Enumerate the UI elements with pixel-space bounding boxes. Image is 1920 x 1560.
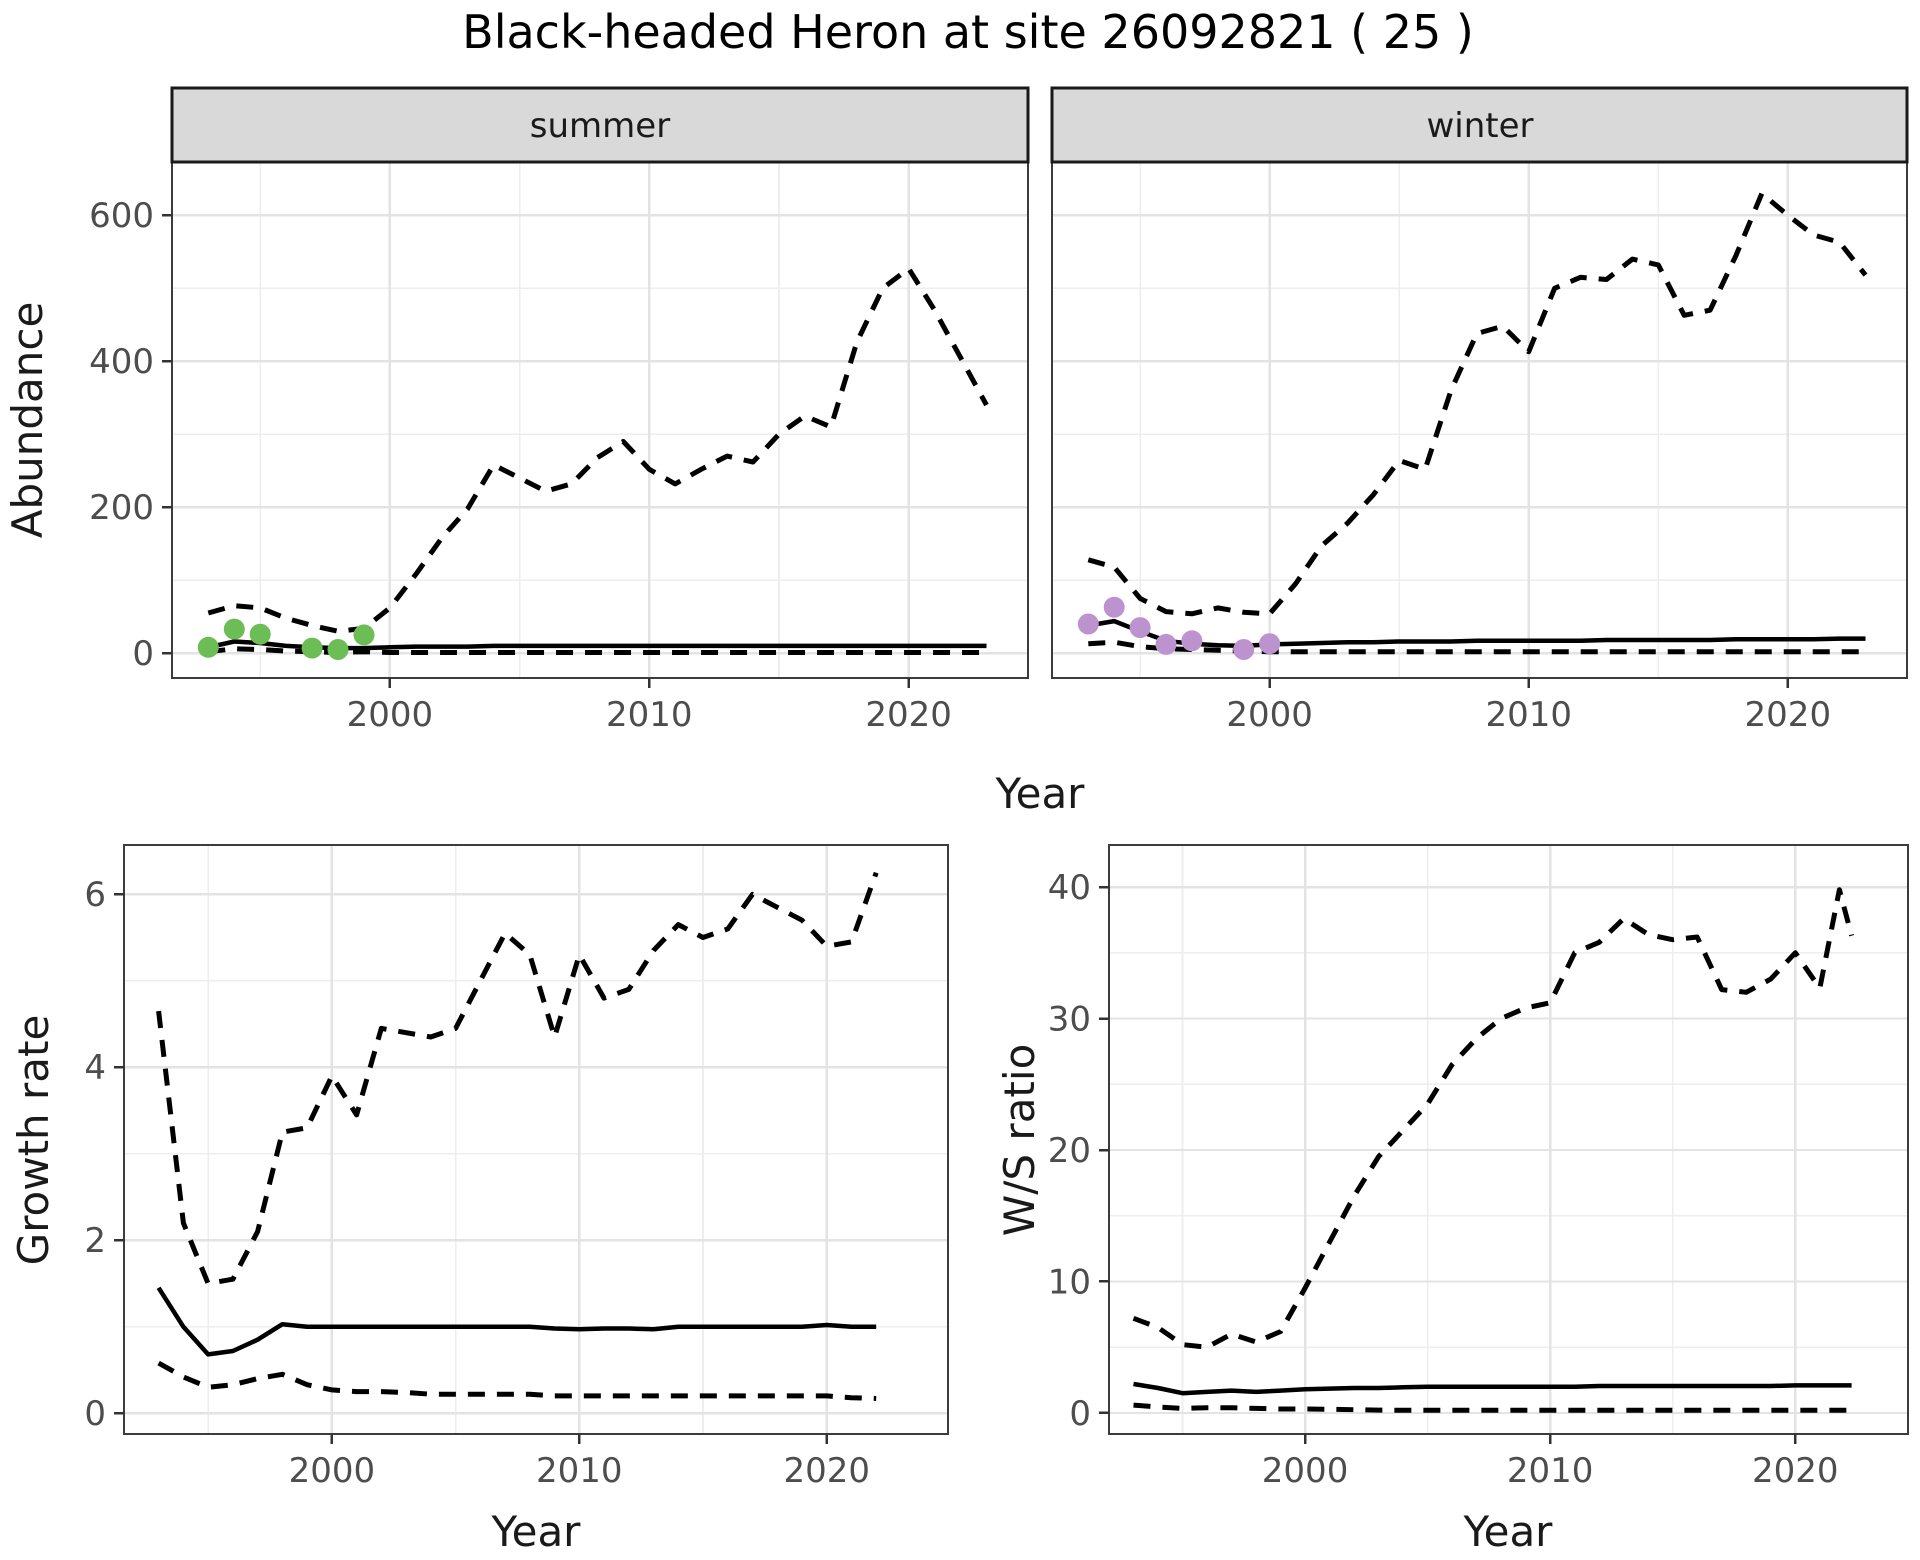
observation-point [1155, 633, 1177, 655]
axis-ticks [162, 214, 910, 688]
observed-summer-points [197, 618, 375, 660]
growth-rate-upper-95ci-line [156, 871, 879, 1286]
panel-background [1052, 162, 1907, 678]
x-tick-label: 2020 [1745, 695, 1832, 735]
observation-point [301, 637, 323, 659]
panel-ws-ratio: 2000 2010 2020 0 10 20 30 40 [1048, 843, 1910, 1491]
axis-ticks [1268, 678, 1790, 688]
y-axis-title-ws-ratio: W/S ratio [995, 1044, 1044, 1237]
y-axis-title-growth-rate: Growth rate [9, 1015, 58, 1266]
y-tick-label: 6 [84, 875, 106, 915]
observed-winter-points [1077, 596, 1281, 660]
facet-strip [170, 86, 1030, 164]
ws-ratio-lower-95ci-line [1133, 1402, 1852, 1413]
y-tick-label: 0 [84, 1394, 106, 1434]
abundance-winter-upper-95ci-line [1087, 190, 1868, 617]
observation-point [1103, 596, 1125, 618]
panel-border [1107, 843, 1910, 1436]
ws-ratio-fit-line [1133, 1381, 1852, 1396]
growth-rate-lower-95ci-line [157, 1360, 877, 1401]
x-tick-label: 2000 [1262, 1451, 1349, 1491]
panel-background [1109, 845, 1908, 1434]
observation-point [1259, 633, 1281, 655]
x-tick-label: 2000 [347, 695, 434, 735]
panel-border [122, 843, 950, 1436]
y-tick-label: 30 [1048, 999, 1091, 1039]
observation-point [1181, 630, 1203, 652]
x-tick-label: 2020 [1752, 1451, 1839, 1491]
panel-abundance-summer: 2000 2010 2020 0 200 400 600 [89, 86, 1030, 735]
panel-growth-rate: 2000 2010 2020 0 2 4 6 [84, 843, 950, 1491]
panel-grid [1109, 845, 1908, 1434]
x-tick-label: 2010 [1485, 695, 1572, 735]
observation-point [353, 624, 375, 646]
facet-label-summer: summer [530, 106, 670, 146]
x-axis-title-year-growth: Year [491, 1507, 582, 1556]
y-tick-label: 20 [1048, 1131, 1091, 1171]
x-tick-label: 2000 [289, 1451, 376, 1491]
x-tick-label: 2010 [536, 1451, 623, 1491]
panel-abundance-winter: 2000 2010 2020 [1050, 86, 1909, 735]
page-title: Black-headed Heron at site 26092821 ( 25… [462, 5, 1474, 59]
axis-ticks [114, 893, 829, 1444]
observation-point [249, 623, 271, 645]
y-axis-title-abundance: Abundance [3, 302, 52, 539]
observation-point [1233, 639, 1255, 660]
facet-label-winter: winter [1426, 106, 1533, 146]
y-tick-label: 10 [1048, 1262, 1091, 1302]
ws-ratio-upper-95ci-line [1132, 887, 1855, 1350]
x-axis-title-year-top: Year [995, 769, 1086, 818]
y-tick-label: 2 [84, 1221, 106, 1261]
x-axis-title-year-ws: Year [1463, 1507, 1554, 1556]
observation-point [1129, 617, 1151, 639]
axis-ticks [1099, 885, 1797, 1444]
observation-point [197, 636, 219, 658]
x-tick-label: 2010 [1507, 1451, 1594, 1491]
y-tick-label: 400 [89, 342, 154, 382]
observation-point [1077, 613, 1099, 635]
facet-strip [1050, 86, 1909, 164]
observation-point [223, 618, 245, 640]
panel-background [172, 162, 1028, 678]
y-tick-label: 0 [1069, 1394, 1091, 1434]
y-tick-label: 600 [89, 196, 154, 236]
growth-rate-fit-line [156, 1286, 877, 1357]
x-tick-label: 2010 [606, 695, 693, 735]
x-tick-label: 2020 [783, 1451, 870, 1491]
y-tick-label: 40 [1048, 868, 1091, 908]
x-tick-label: 2020 [865, 695, 952, 735]
x-tick-label: 2000 [1226, 695, 1313, 735]
panel-grid [124, 845, 948, 1434]
y-tick-label: 0 [132, 634, 154, 674]
y-tick-label: 4 [84, 1048, 106, 1088]
abundance-winter-lower-95ci-line [1088, 639, 1866, 655]
y-tick-label: 200 [89, 488, 154, 528]
abundance-winter-fit-line [1087, 618, 1866, 649]
observation-point [327, 639, 349, 660]
